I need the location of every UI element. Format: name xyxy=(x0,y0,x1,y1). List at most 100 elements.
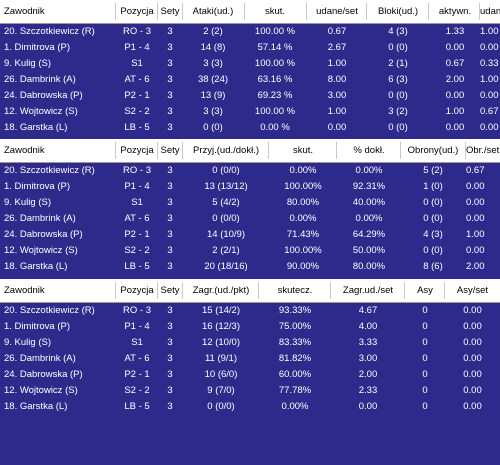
player-name: 26. Dambrink (A) xyxy=(4,213,76,224)
column-header-zagr-ud-set[interactable]: Zagr.ud./set xyxy=(342,285,394,296)
cell-aktywn: 0.00 xyxy=(445,42,465,53)
column-header-pozycja[interactable]: Pozycja xyxy=(120,285,154,296)
cell-pozycja: S1 xyxy=(131,58,143,69)
cell-sety: 3 xyxy=(167,321,173,332)
cell-skutecz: 93.33% xyxy=(278,305,312,316)
cell-udane-set: 0.33 xyxy=(480,58,499,69)
table-row[interactable]: 1. Dimitrova (P) P1 - 4 3 13 (13/12) 100.00%… xyxy=(0,179,500,195)
column-header-zagr-ud-pkt[interactable]: Zagr.(ud./pkt) xyxy=(192,285,250,296)
cell-obrony-ud: 4 (3) xyxy=(423,229,443,240)
cell-obr-set: 0.67 xyxy=(466,165,485,176)
cell-dok: 50.00% xyxy=(352,245,386,256)
column-header-udane-set[interactable]: udane/set xyxy=(480,6,500,17)
column-header-zawodnik[interactable]: Zawodnik xyxy=(4,145,45,156)
column-header-zawodnik[interactable]: Zawodnik xyxy=(4,285,45,296)
table-row[interactable]: 26. Dambrink (A) AT - 6 3 38 (24) 63.16 % 8.0… xyxy=(0,72,500,88)
column-header-skut[interactable]: skut. xyxy=(264,6,286,17)
cell-skutecz: 0.00% xyxy=(281,401,309,412)
player-name: 20. Szczotkiewicz (R) xyxy=(4,305,95,316)
cell-zagr-ud-set: 4.00 xyxy=(358,321,378,332)
cell-dok: 92.31% xyxy=(352,181,386,192)
cell-sety: 3 xyxy=(167,305,173,316)
cell-pozycja: S1 xyxy=(131,197,143,208)
table-row[interactable]: 20. Szczotkiewicz (R) RO - 3 3 0 (0/0) 0.00%… xyxy=(0,163,500,179)
column-header-skutecz[interactable]: skutecz. xyxy=(277,285,313,296)
cell-udane-set: 8.00 xyxy=(327,74,347,85)
column-header-skut[interactable]: skut. xyxy=(292,145,314,156)
table-row[interactable]: 20. Szczotkiewicz (R) RO - 3 3 15 (14/2) 93.… xyxy=(0,303,500,319)
column-header-asy[interactable]: Asy xyxy=(417,285,433,296)
cell-asy: 0 xyxy=(422,401,428,412)
column-divider xyxy=(157,282,158,299)
column-divider xyxy=(479,3,480,20)
cell-udane-set: 1.00 xyxy=(327,106,347,117)
cell-skut: 0.00% xyxy=(289,213,317,224)
table-row[interactable]: 12. Wojtowicz (S) S2 - 2 3 3 (3) 100.00 % 1.0… xyxy=(0,104,500,120)
column-divider xyxy=(157,142,158,159)
cell-pozycja: RO - 3 xyxy=(123,165,151,176)
column-header-asy-set[interactable]: Asy/set xyxy=(456,285,489,296)
table-row[interactable]: 12. Wojtowicz (S) S2 - 2 3 9 (7/0) 77.78% 2.3… xyxy=(0,383,500,399)
cell-zagr-ud-pkt: 10 (6/0) xyxy=(204,369,238,380)
table-row[interactable]: 24. Dabrowska (P) P2 - 1 3 14 (10/9) 71.43% 6… xyxy=(0,227,500,243)
cell-bloki-ud: 3 (2) xyxy=(388,106,408,117)
table-row[interactable]: 18. Garstka (L) LB - 5 3 20 (18/16) 90.00% 80… xyxy=(0,259,500,275)
table-row[interactable]: 24. Dabrowska (P) P2 - 1 3 10 (6/0) 60.00% 2.… xyxy=(0,367,500,383)
cell-ataki-ud: 3 (3) xyxy=(203,58,223,69)
cell-bloki-ud: 0 (0) xyxy=(388,122,408,133)
player-name: 1. Dimitrova (P) xyxy=(4,321,70,332)
table-row[interactable]: 18. Garstka (L) LB - 5 3 0 (0) 0.00 % 0.00 0 (… xyxy=(0,120,500,136)
column-header-obr-set[interactable]: Obr./set xyxy=(466,145,500,156)
cell-pozycja: P1 - 4 xyxy=(124,181,150,192)
cell-zagr-ud-set: 2.00 xyxy=(358,369,378,380)
cell-sety: 3 xyxy=(167,213,173,224)
column-header-obrony-ud[interactable]: Obrony(ud.) xyxy=(407,145,459,156)
player-name: 20. Szczotkiewicz (R) xyxy=(4,26,95,37)
table-row[interactable]: 9. Kulig (S) S1 3 3 (3) 100.00 % 1.00 2 (1) 0.6… xyxy=(0,56,500,72)
cell-pozycja: AT - 6 xyxy=(124,74,150,85)
player-name: 20. Szczotkiewicz (R) xyxy=(4,165,95,176)
column-header-udane-set[interactable]: udane/set xyxy=(316,6,358,17)
cell-sety: 3 xyxy=(167,122,173,133)
cell-pozycja: RO - 3 xyxy=(123,26,151,37)
cell-udane-set: 1.00 xyxy=(480,26,499,37)
player-name: 26. Dambrink (A) xyxy=(4,353,76,364)
cell-zagr-ud-set: 0.00 xyxy=(358,401,378,412)
cell-dok: 0.00% xyxy=(355,165,383,176)
cell-zagr-ud-set: 3.33 xyxy=(358,337,378,348)
column-header-sety[interactable]: Sety xyxy=(160,145,180,156)
table-row[interactable]: 1. Dimitrova (P) P1 - 4 3 16 (12/3) 75.00% 4.… xyxy=(0,319,500,335)
cell-obrony-ud: 0 (0) xyxy=(423,197,443,208)
table-row[interactable]: 1. Dimitrova (P) P1 - 4 3 14 (8) 57.14 % 2.67… xyxy=(0,40,500,56)
column-header-pozycja[interactable]: Pozycja xyxy=(120,145,154,156)
cell-asy: 0 xyxy=(422,337,428,348)
table-row[interactable]: 9. Kulig (S) S1 3 5 (4/2) 80.00% 40.00% 0 (0) 0… xyxy=(0,195,500,211)
column-header-pozycja[interactable]: Pozycja xyxy=(120,6,154,17)
cell-dok: 0.00% xyxy=(355,213,383,224)
column-header-bloki-ud[interactable]: Bloki(ud.) xyxy=(377,6,419,17)
cell-sety: 3 xyxy=(167,337,173,348)
table-row[interactable]: 26. Dambrink (A) AT - 6 3 0 (0/0) 0.00% 0.00%… xyxy=(0,211,500,227)
cell-zagr-ud-pkt: 15 (14/2) xyxy=(201,305,241,316)
table-row[interactable]: 24. Dabrowska (P) P2 - 1 3 13 (9) 69.23 % 3.0… xyxy=(0,88,500,104)
column-header-sety[interactable]: Sety xyxy=(160,285,180,296)
column-header-sety[interactable]: Sety xyxy=(160,6,180,17)
cell-sety: 3 xyxy=(167,229,173,240)
cell-skut: 100.00 % xyxy=(254,26,296,37)
table-row[interactable]: 12. Wojtowicz (S) S2 - 2 3 2 (2/1) 100.00% 50… xyxy=(0,243,500,259)
cell-przyj-ud-dok: 20 (18/16) xyxy=(204,261,248,272)
column-header-zawodnik[interactable]: Zawodnik xyxy=(4,6,45,17)
column-header-aktywn[interactable]: aktywn. xyxy=(438,6,472,17)
reception-table-header: Zawodnik Pozycja Sety Przyj.(ud./dokł.) skut… xyxy=(0,139,500,163)
table-row[interactable]: 26. Dambrink (A) AT - 6 3 11 (9/1) 81.82% 3.0… xyxy=(0,351,500,367)
column-header-dok[interactable]: % dokł. xyxy=(353,145,385,156)
table-row[interactable]: 20. Szczotkiewicz (R) RO - 3 3 2 (2) 100.00 … xyxy=(0,24,500,40)
table-row[interactable]: 9. Kulig (S) S1 3 12 (10/0) 83.33% 3.33 0 0.00 xyxy=(0,335,500,351)
column-header-ataki-ud[interactable]: Ataki(ud.) xyxy=(192,6,234,17)
player-name: 18. Garstka (L) xyxy=(4,122,68,133)
cell-aktywn: 1.33 xyxy=(445,26,465,37)
column-divider xyxy=(115,282,116,299)
table-row[interactable]: 18. Garstka (L) LB - 5 3 0 (0/0) 0.00% 0.00 0 0… xyxy=(0,399,500,415)
column-divider xyxy=(465,142,466,159)
column-header-przyj-ud-dok[interactable]: Przyj.(ud./dokł.) xyxy=(193,145,259,156)
